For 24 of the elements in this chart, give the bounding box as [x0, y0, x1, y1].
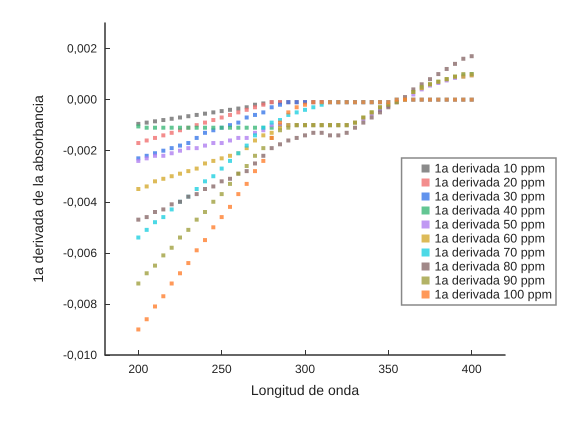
y-tick-label: -0,002: [62, 144, 98, 158]
x-tick-label: 350: [378, 362, 399, 376]
y-axis-title: 1a derivada de la absorbancia: [30, 94, 46, 283]
legend-label: 1a derivada 100 ppm: [434, 288, 552, 302]
legend-label: 1a derivada 30 ppm: [434, 190, 546, 204]
x-axis-title: Longitud de onda: [250, 382, 360, 398]
x-tick-label: 200: [128, 362, 149, 376]
legend-label: 1a derivada 50 ppm: [434, 218, 546, 232]
x-tick-label: 250: [212, 362, 232, 376]
legend-label: 1a derivada 10 ppm: [434, 162, 546, 176]
y-tick-label: 0,002: [66, 42, 98, 56]
x-tick-label: 300: [294, 362, 316, 376]
y-tick-label: -0,004: [62, 194, 98, 209]
legend-label: 1a derivada 40 ppm: [434, 204, 546, 218]
x-tick-label: 400: [462, 362, 482, 376]
y-tick-label: -0,010: [62, 348, 98, 362]
legend-label: 1a derivada 60 ppm: [434, 232, 546, 246]
y-tick-label: -0,006: [62, 246, 98, 260]
legend-label: 1a derivada 70 ppm: [434, 246, 546, 260]
legend-label: 1a derivada 90 ppm: [434, 274, 546, 288]
legend-label: 1a derivada 20 ppm: [434, 176, 546, 190]
y-tick-label: 0,000: [66, 92, 98, 107]
y-tick-label: -0,008: [62, 296, 98, 311]
legend-label: 1a derivada 80 ppm: [434, 260, 546, 274]
